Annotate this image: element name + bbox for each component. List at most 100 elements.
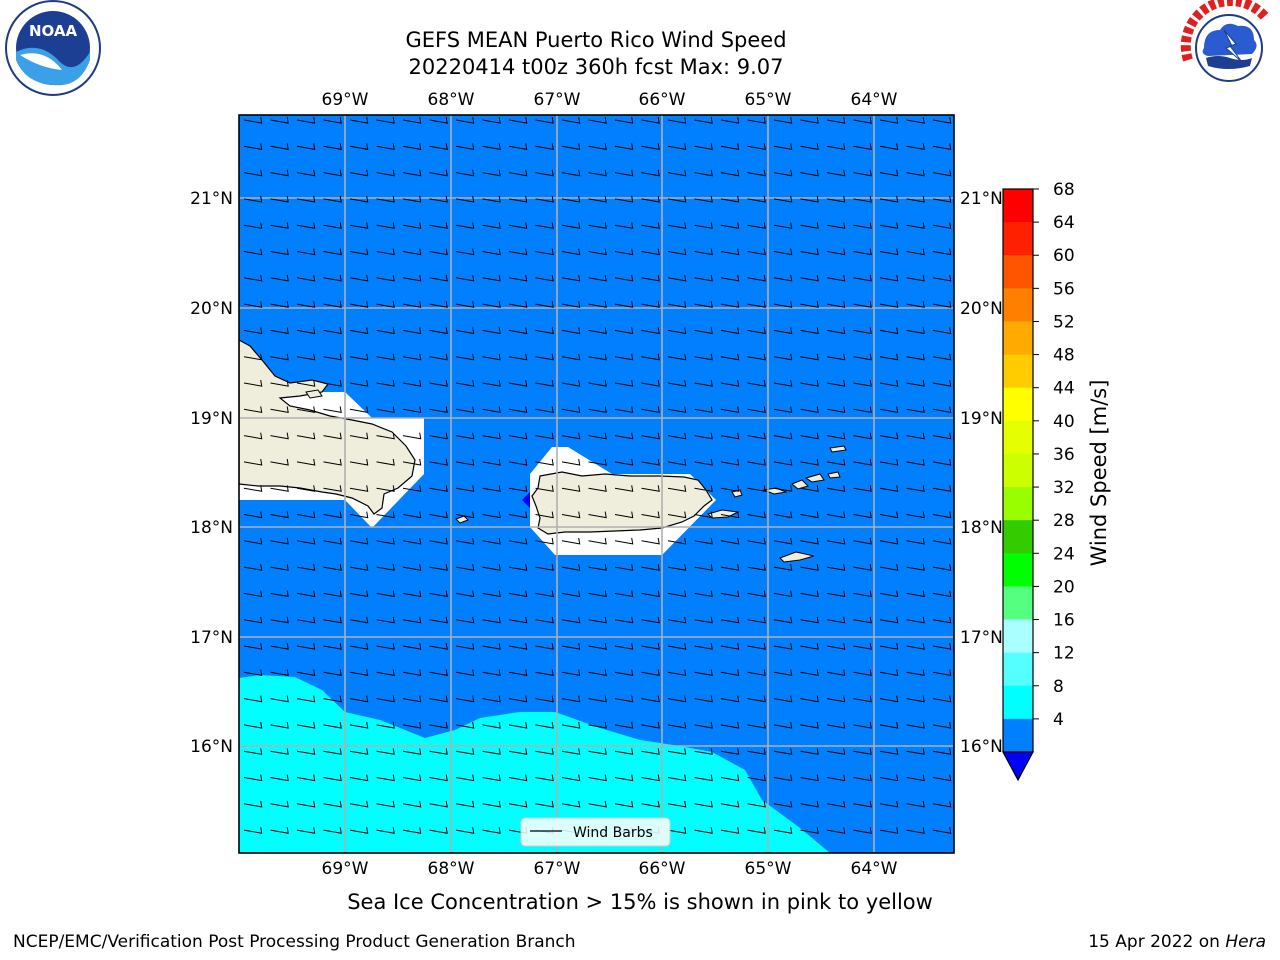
wind-barb [747, 380, 766, 387]
lat-tick-right: 21°N [960, 189, 1003, 209]
wind-barb [508, 748, 528, 755]
wind-barb [376, 195, 395, 203]
colorbar-bin [1003, 222, 1033, 256]
wind-barb [455, 564, 475, 571]
lon-tick-bottom: 68°W [428, 859, 475, 879]
lat-tick-right: 16°N [960, 737, 1003, 757]
wind-barb [482, 590, 501, 598]
wind-barb [932, 669, 952, 677]
wind-barb [482, 485, 501, 492]
wind-barb [270, 669, 289, 677]
wind-barb [932, 564, 952, 571]
wind-barb [879, 564, 899, 571]
wind-barb [641, 800, 660, 808]
wind-barb [641, 774, 660, 782]
wind-barb [508, 774, 528, 782]
lat-tick-left: 21°N [190, 189, 233, 209]
wind-barb [243, 458, 263, 466]
wind-barb [482, 222, 501, 229]
wind-barb [800, 643, 819, 650]
wind-barb [826, 827, 846, 834]
wind-barb [455, 616, 475, 624]
wind-barb [932, 301, 952, 308]
wind-barb [694, 748, 713, 755]
wind-barb [694, 458, 713, 466]
colorbar-bin [1003, 586, 1033, 621]
wind-barb [641, 616, 660, 624]
wind-barb [508, 616, 528, 624]
wind-barb [508, 485, 528, 492]
wind-barb [270, 827, 289, 834]
wind-barb [561, 274, 581, 282]
wind-barb [482, 827, 501, 834]
wind-barb [694, 301, 713, 308]
wind-barb [482, 564, 501, 571]
wind-barb [402, 695, 422, 703]
wind-barb [402, 616, 422, 624]
wind-barb [508, 669, 528, 677]
wind-barb [800, 827, 819, 834]
wind-barb [349, 143, 369, 151]
wind-barb [429, 406, 448, 414]
wind-barb [773, 222, 793, 229]
wind-barb [667, 616, 687, 624]
wind-barb [402, 827, 422, 834]
wind-barb [455, 800, 475, 808]
wind-barb [535, 564, 554, 571]
wind-barb [906, 827, 925, 834]
wind-barb [773, 353, 793, 361]
wind-barb [853, 511, 872, 519]
wind-barb [773, 669, 793, 677]
wind-barb [932, 721, 952, 729]
wind-barb [720, 616, 740, 624]
wind-barb [561, 432, 581, 440]
wind-barb [561, 590, 581, 598]
wind-barb [773, 143, 793, 151]
puerto-rico-land [531, 471, 713, 535]
wind-barb [773, 327, 793, 335]
wind-barb [588, 695, 607, 703]
wind-barb [906, 195, 925, 203]
wind-barb [508, 800, 528, 808]
map-legend[interactable]: Wind Barbs [520, 817, 671, 847]
wind-barb [826, 485, 846, 492]
wind-barb [376, 301, 395, 308]
wind-barb [270, 616, 289, 624]
wind-barb [694, 511, 713, 519]
wind-barb [296, 458, 316, 466]
wind-barb [429, 327, 448, 335]
wind-barb [455, 458, 475, 466]
wind-barb [773, 827, 793, 834]
wind-barb [694, 143, 713, 151]
wind-barb [906, 222, 925, 229]
wind-barb [429, 537, 448, 545]
wind-barb [747, 669, 766, 677]
wind-barb [773, 774, 793, 782]
wind-barb [667, 380, 687, 387]
wind-barb [906, 143, 925, 151]
wind-barb [349, 117, 369, 124]
wind-barb [800, 117, 819, 124]
wind-barb [535, 117, 554, 124]
wind-barb [349, 248, 369, 256]
wind-barb [455, 169, 475, 177]
wind-barb [243, 537, 263, 545]
wind-barb [641, 248, 660, 256]
wind-barb [932, 274, 952, 282]
wind-barb [296, 248, 316, 256]
wind-barb [747, 117, 766, 124]
wind-barb [773, 721, 793, 729]
wind-barb [376, 406, 395, 414]
wind-barb [932, 511, 952, 519]
wind-barb [932, 195, 952, 203]
wind-barb [402, 143, 422, 151]
wind-barb [323, 537, 342, 545]
wind-barb [800, 143, 819, 151]
map-gridlines [239, 115, 954, 853]
wind-barb [561, 537, 581, 545]
wind-barb [694, 195, 713, 203]
wind-barb [429, 590, 448, 598]
wind-barb [800, 248, 819, 256]
wind-barb [455, 485, 475, 492]
wind-barb [906, 485, 925, 492]
